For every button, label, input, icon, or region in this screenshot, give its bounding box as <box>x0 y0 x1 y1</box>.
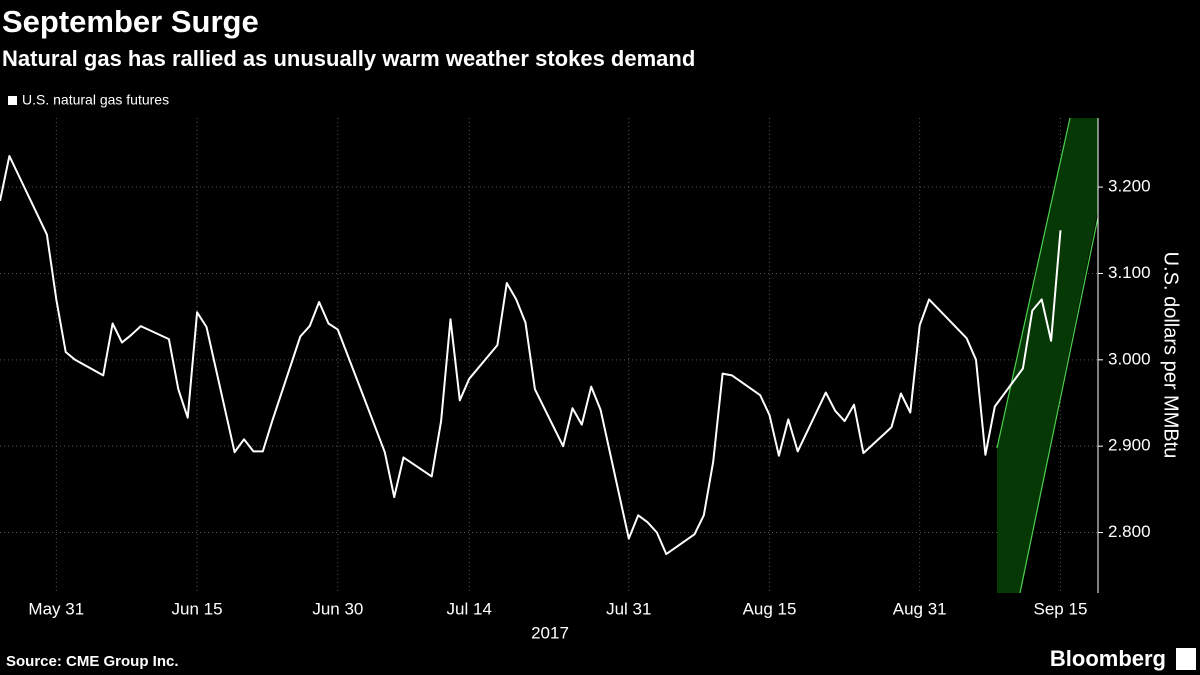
x-tick-label: Aug 31 <box>893 599 947 618</box>
x-tick-label: Jun 15 <box>172 599 223 618</box>
x-axis-label: 2017 <box>531 623 569 642</box>
y-axis-label: U.S. dollars per MMBtu <box>1160 252 1182 459</box>
y-tick-label: 3.200 <box>1108 177 1151 196</box>
chart-subtitle: Natural gas has rallied as unusually war… <box>2 46 695 71</box>
legend-label: U.S. natural gas futures <box>22 92 169 108</box>
y-tick-label: 3.100 <box>1108 263 1151 282</box>
x-tick-label: Jul 31 <box>606 599 651 618</box>
y-tick-label: 2.800 <box>1108 522 1151 541</box>
brand-icon <box>1176 648 1196 670</box>
x-tick-label: Aug 15 <box>743 599 797 618</box>
legend-swatch <box>8 96 17 105</box>
y-tick-label: 3.000 <box>1108 349 1151 368</box>
chart-title: September Surge <box>2 4 259 39</box>
x-tick-label: May 31 <box>28 599 84 618</box>
brand: Bloomberg <box>1050 646 1166 671</box>
y-tick-label: 2.900 <box>1108 436 1151 455</box>
line-series <box>0 155 1062 556</box>
source: Source: CME Group Inc. <box>6 653 179 670</box>
trend-channel <box>996 118 1098 593</box>
x-tick-label: Jun 30 <box>312 599 363 618</box>
x-tick-label: Jul 14 <box>447 599 492 618</box>
x-tick-label: Sep 15 <box>1034 599 1088 618</box>
